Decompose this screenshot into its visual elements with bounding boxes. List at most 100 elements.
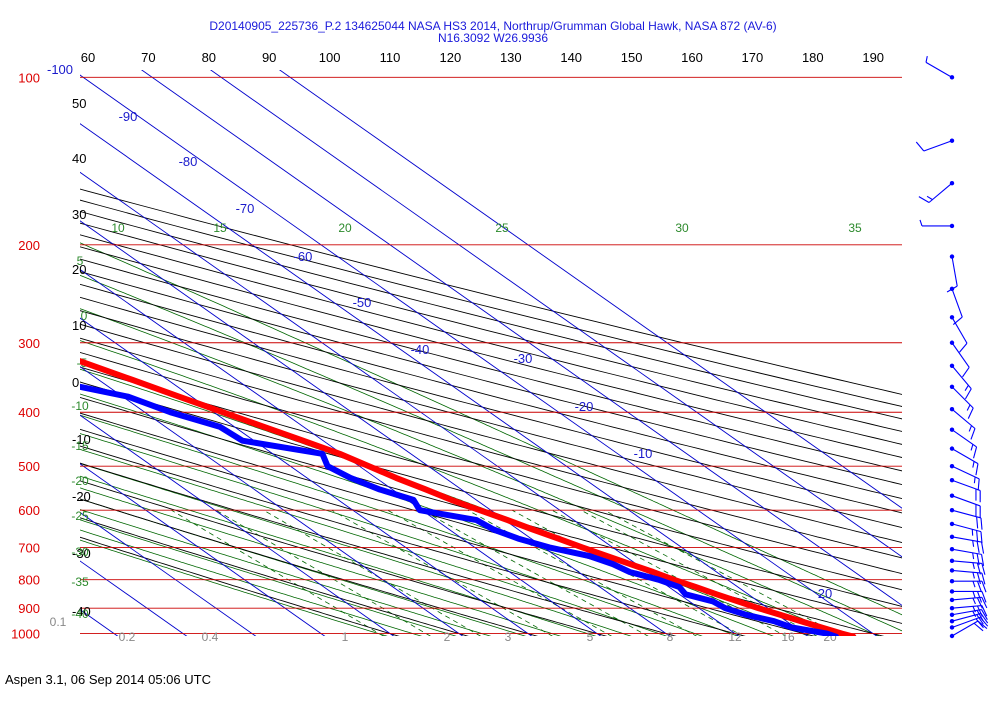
isotherm-line (0, 23, 285, 656)
dry-adiabat-line (0, 52, 989, 646)
wind-barb (950, 559, 985, 575)
mixing-ratio-label: 12 (728, 630, 742, 644)
top-tick-label: 140 (560, 50, 582, 65)
top-tick-label: 150 (621, 50, 643, 65)
dry-adiabat-line (0, 52, 1000, 646)
isotherm-label: -50 (353, 295, 372, 310)
top-tick-label: 170 (742, 50, 764, 65)
dry-adiabat-label: 40 (72, 151, 86, 166)
moist-adiabat-label: 5 (77, 254, 84, 268)
pressure-tick-label: 600 (18, 503, 40, 518)
moist-adiabat-line (0, 217, 726, 645)
dry-adiabat-line (0, 52, 1000, 646)
pressure-tick-label: 400 (18, 405, 40, 420)
moist-adiabat-line (0, 96, 830, 645)
isotherm-label: -20 (575, 399, 594, 414)
isotherm-label: -80 (179, 154, 198, 169)
dry-adiabat-line (0, 52, 1000, 646)
wind-barb (916, 139, 954, 151)
isotherm-line (0, 23, 354, 656)
moist-adiabat-label: -30 (71, 545, 89, 559)
mixing-ratio-label: 3 (505, 630, 512, 644)
dry-adiabat-label: 30 (72, 207, 86, 222)
moist-adiabat-label: 15 (213, 221, 227, 235)
dry-adiabat-line (0, 52, 1000, 646)
dry-adiabat-label: 0 (72, 375, 79, 390)
wind-barb-dot (950, 464, 954, 468)
mixing-ratio-line (216, 510, 446, 645)
moist-adiabat-label: -35 (71, 575, 89, 589)
wind-barb-half-flag (927, 196, 932, 199)
moist-adiabat-line (0, 62, 968, 645)
wind-barb-staff (952, 430, 977, 447)
wind-barb-flag (965, 389, 971, 399)
top-tick-label: 60 (81, 50, 95, 65)
wind-barb (950, 589, 986, 602)
dry-adiabat-line (0, 52, 1000, 646)
mixing-ratio-lines (171, 510, 859, 645)
wind-barb-flag (959, 343, 967, 352)
top-tick-label: 90 (262, 50, 276, 65)
isotherm-line (0, 23, 768, 656)
moist-adiabat-lines (0, 62, 968, 645)
isotherm-line (0, 23, 423, 656)
wind-barb-flag (919, 197, 929, 203)
wind-barb-staff (926, 62, 952, 77)
mixing-ratio-label: 5 (587, 630, 594, 644)
isotherm-label: -70 (236, 201, 255, 216)
wind-barb-flag (977, 517, 978, 529)
wind-barb-staff (924, 141, 952, 151)
top-tick-label: 180 (802, 50, 824, 65)
dry-adiabat-label: 50 (72, 96, 86, 111)
mixing-ratio-label: 0.2 (119, 630, 136, 644)
moist-adiabat-label: -25 (71, 509, 89, 523)
wind-barb (950, 579, 986, 592)
moist-adiabat-label: -15 (71, 439, 89, 453)
dry-adiabat-label: -20 (72, 489, 91, 504)
dry-adiabat-line (0, 52, 639, 646)
mixing-ratio-label: 2 (444, 630, 451, 644)
wind-barb-half-flag (920, 220, 922, 226)
wind-barb-half-flag (969, 426, 971, 432)
isotherm-label: -60 (294, 249, 313, 264)
mixing-ratio-label: 1 (342, 630, 349, 644)
dry-adiabat-line (0, 52, 1000, 646)
top-tick-label: 80 (202, 50, 216, 65)
wind-barb (920, 220, 954, 228)
wind-barb (950, 341, 969, 377)
wind-barb (919, 181, 954, 202)
wind-barb-flag (977, 530, 978, 542)
wind-barb-half-flag (973, 591, 975, 597)
mixing-ratio-label: 16 (781, 630, 795, 644)
wind-barb-flag (981, 518, 982, 530)
isotherm-label: 20 (818, 586, 832, 601)
mixing-ratio-label: 8 (667, 630, 674, 644)
wind-barb-staff (952, 257, 957, 287)
moist-adiabat-label: 30 (675, 221, 689, 235)
dry-adiabat-line (0, 52, 1000, 646)
mixing-ratio-label: 0.1 (50, 615, 67, 629)
wind-barb-half-flag (973, 540, 974, 546)
wind-barb-half-flag (973, 553, 974, 559)
wind-barb-flag (977, 541, 979, 553)
wind-barb-staff (952, 289, 962, 317)
dry-adiabat-line (0, 52, 1000, 646)
wind-barb-half-flag (973, 572, 974, 578)
pressure-tick-label: 700 (18, 540, 40, 555)
wind-barb-half-flag (926, 56, 927, 62)
pressure-tick-label: 500 (18, 459, 40, 474)
wind-barb (950, 478, 980, 502)
isotherm-label: -10 (634, 446, 653, 461)
dry-adiabat-line (0, 52, 1000, 646)
wind-barb-flag (974, 447, 977, 458)
isotherm-label: -40 (411, 342, 430, 357)
top-tick-label: 190 (862, 50, 884, 65)
mixing-ratio-label: 0.4 (202, 630, 219, 644)
wind-barb-flag (978, 581, 982, 592)
pressure-tick-label: 300 (18, 336, 40, 351)
wind-barb-flag (976, 464, 978, 476)
wind-barb (950, 508, 982, 530)
wind-barb (950, 621, 987, 638)
pressure-tick-label: 200 (18, 238, 40, 253)
dry-adiabat-line (0, 52, 1000, 646)
